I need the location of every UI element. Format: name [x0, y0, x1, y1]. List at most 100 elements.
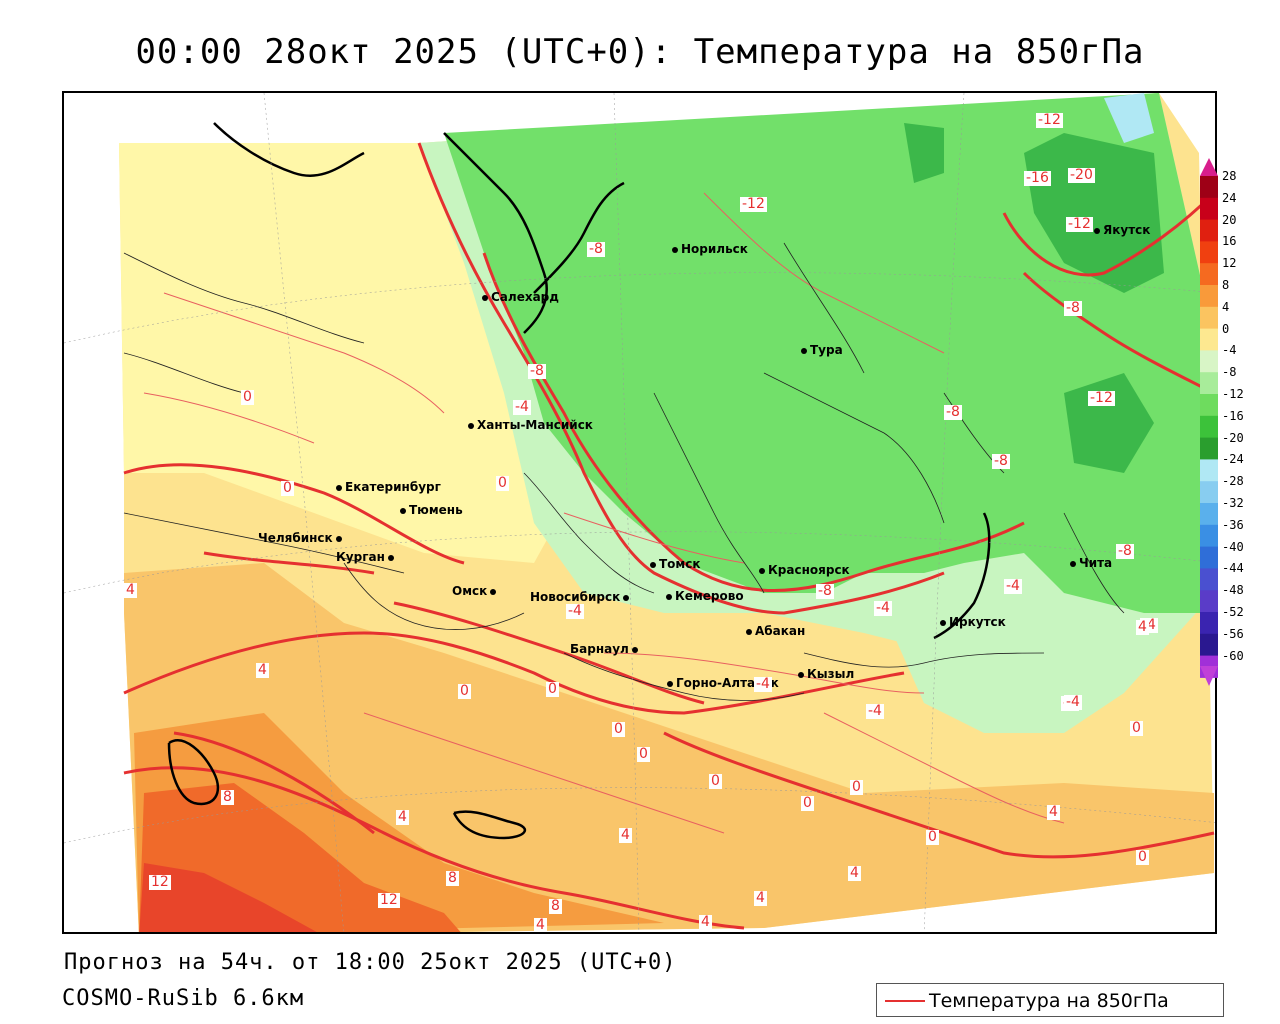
city-dot [746, 628, 752, 635]
city-salekhard: Салехард [482, 291, 559, 303]
isotherm-label: 0 [281, 480, 294, 496]
city-tomsk: Томск [650, 558, 701, 570]
legend-label: Температура на 850гПа [929, 990, 1169, 1012]
scale-cell [1200, 546, 1218, 569]
city-label: Иркутск [949, 615, 1006, 629]
model-info: COSMO-RuSib 6.6км [62, 986, 305, 1011]
city-label: Екатеринбург [345, 480, 441, 494]
city-label: Тура [810, 343, 843, 357]
city-label: Чита [1079, 556, 1113, 570]
legend-box: Температура на 850гПа [876, 983, 1224, 1017]
zone-cold-north [904, 123, 944, 183]
city-abakan: Абакан [746, 625, 805, 637]
isotherm-label: -4 [754, 676, 772, 692]
isotherm-label: 0 [637, 746, 650, 762]
city-barnaul: Барнаул [570, 643, 641, 655]
zone-red [139, 863, 317, 932]
scale-label: -56 [1222, 626, 1244, 641]
scale-cell [1200, 350, 1218, 373]
scale-label: 28 [1222, 169, 1237, 183]
isotherm-label: -12 [1066, 216, 1093, 232]
isotherm-label: 0 [458, 683, 471, 699]
isotherm-label: 0 [1130, 720, 1143, 736]
city-krasnoyarsk: Красноярск [759, 564, 850, 576]
city-label: Красноярск [768, 563, 850, 577]
scale-cell [1200, 590, 1218, 613]
city-dot [1094, 227, 1100, 234]
scale-cell [1200, 633, 1218, 657]
city-label: Курган [336, 550, 385, 564]
city-norilsk: Норильск [672, 243, 748, 255]
city-dot [482, 294, 488, 301]
scale-label: -44 [1222, 561, 1244, 576]
forecast-info: Прогноз на 54ч. от 18:00 25окт 2025 (UTC… [64, 950, 677, 975]
scale-label: 16 [1222, 234, 1237, 249]
city-tyumen: Тюмень [400, 504, 463, 516]
isotherm-label: -12 [1088, 390, 1115, 406]
isotherm-label: -16 [1024, 170, 1051, 186]
scale-cell [1200, 241, 1218, 264]
city-label: Якутск [1103, 223, 1151, 237]
isotherm-label: -8 [816, 583, 834, 599]
isotherm-label: 0 [496, 475, 509, 491]
scale-cell [1200, 372, 1218, 395]
city-dot [666, 593, 672, 600]
city-kyzyl: Кызыл [798, 668, 854, 680]
city-khanty-mansiysk: Ханты-Мансийск [468, 419, 593, 431]
isotherm-label: -20 [1068, 167, 1095, 183]
isotherm-label: -8 [528, 363, 546, 379]
scale-label: 8 [1222, 278, 1230, 292]
isotherm-label: 4 [699, 914, 712, 930]
isotherm-label: 0 [926, 829, 939, 845]
isotherm-label: -4 [874, 600, 892, 616]
scale-label: 20 [1222, 212, 1237, 227]
isotherm-label: 4 [754, 890, 767, 906]
scale-label: -52 [1222, 605, 1244, 619]
city-dot [468, 422, 474, 429]
scale-label: -36 [1222, 517, 1244, 532]
isotherm-label: -4 [1004, 578, 1022, 594]
isotherm-label: 0 [612, 721, 625, 737]
city-dot [623, 594, 630, 601]
isotherm-thin-lines [143, 192, 1065, 834]
zone-cold-ne [1024, 133, 1164, 293]
city-label: Челябинск [258, 531, 333, 545]
isotherm-label: 4 [534, 917, 547, 933]
isotherm-label: -4 [566, 603, 584, 619]
scale-cell [1200, 415, 1218, 439]
scale-label: 12 [1222, 256, 1237, 271]
city-kemerovo: Кемерово [666, 590, 744, 602]
isotherm-label: -8 [944, 404, 962, 420]
city-kurgan: Курган [336, 551, 397, 563]
scale-cell [1200, 481, 1218, 504]
isotherm-label: 8 [446, 870, 459, 886]
city-novosibirsk: Новосибирск [530, 591, 632, 603]
city-dot [940, 619, 946, 626]
isotherm-label: 4 [619, 827, 632, 843]
isotherm-label: 0 [709, 773, 722, 789]
city-label: Барнаул [570, 642, 629, 656]
isotherm-label: 4 [1136, 619, 1149, 635]
city-label: Новосибирск [530, 590, 621, 604]
isotherm-label: 8 [221, 789, 234, 805]
scale-label: 0 [1222, 321, 1230, 336]
scale-cell [1200, 176, 1218, 199]
scale-label: -32 [1222, 496, 1244, 510]
city-yakutsk: Якутск [1094, 224, 1150, 236]
isotherm-label: 0 [241, 389, 254, 405]
city-label: Кызыл [807, 667, 855, 681]
isotherm-label: -8 [1116, 543, 1134, 559]
map-canvas [64, 93, 1215, 932]
scale-cell [1200, 306, 1218, 330]
isotherm-label: -8 [587, 241, 605, 257]
city-label: Тюмень [409, 503, 463, 517]
city-dot [335, 535, 342, 542]
city-dot [672, 246, 678, 253]
isotherm-label: 0 [850, 779, 863, 795]
scale-label: -12 [1222, 387, 1244, 401]
scale-cell [1200, 328, 1218, 351]
isotherm-label: 4 [396, 809, 409, 825]
scale-label: 4 [1222, 299, 1230, 314]
graticule [64, 93, 1215, 932]
isotherm-label: 0 [546, 681, 559, 697]
